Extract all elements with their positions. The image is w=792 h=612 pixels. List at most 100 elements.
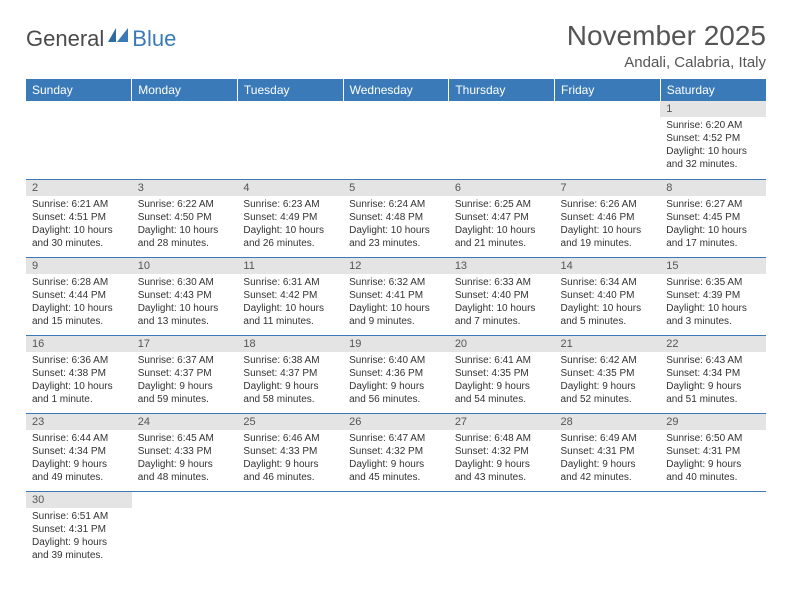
daylight-line: Daylight: 10 hours and 9 minutes. xyxy=(349,302,443,328)
calendar-row: 1Sunrise: 6:20 AMSunset: 4:52 PMDaylight… xyxy=(26,101,766,179)
weekday-header: Monday xyxy=(132,79,238,101)
sunset-line: Sunset: 4:46 PM xyxy=(561,211,655,224)
daylight-line: Daylight: 9 hours and 58 minutes. xyxy=(243,380,337,406)
sunrise-line: Sunrise: 6:23 AM xyxy=(243,198,337,211)
daylight-line: Daylight: 10 hours and 28 minutes. xyxy=(138,224,232,250)
day-number: 8 xyxy=(660,180,766,196)
calendar-cell: 15Sunrise: 6:35 AMSunset: 4:39 PMDayligh… xyxy=(660,257,766,335)
calendar-cell xyxy=(132,491,238,569)
calendar-cell xyxy=(343,101,449,179)
sunrise-line: Sunrise: 6:28 AM xyxy=(32,276,126,289)
sunrise-line: Sunrise: 6:31 AM xyxy=(243,276,337,289)
calendar-cell: 19Sunrise: 6:40 AMSunset: 4:36 PMDayligh… xyxy=(343,335,449,413)
sunset-line: Sunset: 4:48 PM xyxy=(349,211,443,224)
day-number: 11 xyxy=(237,258,343,274)
calendar-cell: 5Sunrise: 6:24 AMSunset: 4:48 PMDaylight… xyxy=(343,179,449,257)
calendar-cell: 9Sunrise: 6:28 AMSunset: 4:44 PMDaylight… xyxy=(26,257,132,335)
day-details: Sunrise: 6:21 AMSunset: 4:51 PMDaylight:… xyxy=(26,196,132,254)
day-details: Sunrise: 6:42 AMSunset: 4:35 PMDaylight:… xyxy=(555,352,661,410)
day-details: Sunrise: 6:47 AMSunset: 4:32 PMDaylight:… xyxy=(343,430,449,488)
day-details: Sunrise: 6:25 AMSunset: 4:47 PMDaylight:… xyxy=(449,196,555,254)
day-number: 2 xyxy=(26,180,132,196)
day-number: 7 xyxy=(555,180,661,196)
calendar-table: SundayMondayTuesdayWednesdayThursdayFrid… xyxy=(26,79,766,569)
sunrise-line: Sunrise: 6:43 AM xyxy=(666,354,760,367)
title-block: November 2025 Andali, Calabria, Italy xyxy=(567,20,766,71)
daylight-line: Daylight: 10 hours and 21 minutes. xyxy=(455,224,549,250)
day-details: Sunrise: 6:22 AMSunset: 4:50 PMDaylight:… xyxy=(132,196,238,254)
sunset-line: Sunset: 4:40 PM xyxy=(455,289,549,302)
calendar-cell: 23Sunrise: 6:44 AMSunset: 4:34 PMDayligh… xyxy=(26,413,132,491)
sunset-line: Sunset: 4:36 PM xyxy=(349,367,443,380)
sunset-line: Sunset: 4:47 PM xyxy=(455,211,549,224)
calendar-cell xyxy=(449,491,555,569)
calendar-cell: 3Sunrise: 6:22 AMSunset: 4:50 PMDaylight… xyxy=(132,179,238,257)
calendar-row: 16Sunrise: 6:36 AMSunset: 4:38 PMDayligh… xyxy=(26,335,766,413)
calendar-cell xyxy=(132,101,238,179)
day-details: Sunrise: 6:27 AMSunset: 4:45 PMDaylight:… xyxy=(660,196,766,254)
day-number: 12 xyxy=(343,258,449,274)
sunrise-line: Sunrise: 6:33 AM xyxy=(455,276,549,289)
calendar-cell: 12Sunrise: 6:32 AMSunset: 4:41 PMDayligh… xyxy=(343,257,449,335)
day-number: 17 xyxy=(132,336,238,352)
daylight-line: Daylight: 9 hours and 59 minutes. xyxy=(138,380,232,406)
sunrise-line: Sunrise: 6:46 AM xyxy=(243,432,337,445)
sunset-line: Sunset: 4:35 PM xyxy=(561,367,655,380)
calendar-cell xyxy=(237,101,343,179)
sunset-line: Sunset: 4:32 PM xyxy=(455,445,549,458)
daylight-line: Daylight: 10 hours and 17 minutes. xyxy=(666,224,760,250)
sunrise-line: Sunrise: 6:36 AM xyxy=(32,354,126,367)
day-number: 4 xyxy=(237,180,343,196)
day-number: 30 xyxy=(26,492,132,508)
sunrise-line: Sunrise: 6:37 AM xyxy=(138,354,232,367)
sunset-line: Sunset: 4:31 PM xyxy=(32,523,126,536)
daylight-line: Daylight: 10 hours and 23 minutes. xyxy=(349,224,443,250)
day-details: Sunrise: 6:33 AMSunset: 4:40 PMDaylight:… xyxy=(449,274,555,332)
day-number: 16 xyxy=(26,336,132,352)
sunrise-line: Sunrise: 6:45 AM xyxy=(138,432,232,445)
calendar-cell: 24Sunrise: 6:45 AMSunset: 4:33 PMDayligh… xyxy=(132,413,238,491)
sunset-line: Sunset: 4:35 PM xyxy=(455,367,549,380)
sunrise-line: Sunrise: 6:30 AM xyxy=(138,276,232,289)
sunset-line: Sunset: 4:38 PM xyxy=(32,367,126,380)
calendar-cell: 26Sunrise: 6:47 AMSunset: 4:32 PMDayligh… xyxy=(343,413,449,491)
calendar-row: 2Sunrise: 6:21 AMSunset: 4:51 PMDaylight… xyxy=(26,179,766,257)
day-details: Sunrise: 6:45 AMSunset: 4:33 PMDaylight:… xyxy=(132,430,238,488)
day-number: 3 xyxy=(132,180,238,196)
calendar-cell: 10Sunrise: 6:30 AMSunset: 4:43 PMDayligh… xyxy=(132,257,238,335)
day-number: 23 xyxy=(26,414,132,430)
sunrise-line: Sunrise: 6:24 AM xyxy=(349,198,443,211)
sunrise-line: Sunrise: 6:42 AM xyxy=(561,354,655,367)
day-number: 10 xyxy=(132,258,238,274)
sunrise-line: Sunrise: 6:21 AM xyxy=(32,198,126,211)
daylight-line: Daylight: 9 hours and 52 minutes. xyxy=(561,380,655,406)
day-details: Sunrise: 6:50 AMSunset: 4:31 PMDaylight:… xyxy=(660,430,766,488)
sunset-line: Sunset: 4:34 PM xyxy=(666,367,760,380)
day-details: Sunrise: 6:35 AMSunset: 4:39 PMDaylight:… xyxy=(660,274,766,332)
day-details: Sunrise: 6:28 AMSunset: 4:44 PMDaylight:… xyxy=(26,274,132,332)
day-details: Sunrise: 6:51 AMSunset: 4:31 PMDaylight:… xyxy=(26,508,132,566)
day-details: Sunrise: 6:41 AMSunset: 4:35 PMDaylight:… xyxy=(449,352,555,410)
calendar-cell: 21Sunrise: 6:42 AMSunset: 4:35 PMDayligh… xyxy=(555,335,661,413)
calendar-cell xyxy=(343,491,449,569)
calendar-cell: 2Sunrise: 6:21 AMSunset: 4:51 PMDaylight… xyxy=(26,179,132,257)
day-number: 13 xyxy=(449,258,555,274)
day-details: Sunrise: 6:40 AMSunset: 4:36 PMDaylight:… xyxy=(343,352,449,410)
daylight-line: Daylight: 10 hours and 1 minute. xyxy=(32,380,126,406)
day-number: 27 xyxy=(449,414,555,430)
day-number: 24 xyxy=(132,414,238,430)
daylight-line: Daylight: 10 hours and 3 minutes. xyxy=(666,302,760,328)
weekday-header: Wednesday xyxy=(343,79,449,101)
day-number: 28 xyxy=(555,414,661,430)
daylight-line: Daylight: 10 hours and 19 minutes. xyxy=(561,224,655,250)
calendar-cell: 30Sunrise: 6:51 AMSunset: 4:31 PMDayligh… xyxy=(26,491,132,569)
calendar-cell: 1Sunrise: 6:20 AMSunset: 4:52 PMDaylight… xyxy=(660,101,766,179)
calendar-cell: 22Sunrise: 6:43 AMSunset: 4:34 PMDayligh… xyxy=(660,335,766,413)
day-number: 15 xyxy=(660,258,766,274)
sunrise-line: Sunrise: 6:51 AM xyxy=(32,510,126,523)
month-title: November 2025 xyxy=(567,20,766,52)
sunset-line: Sunset: 4:44 PM xyxy=(32,289,126,302)
calendar-cell: 28Sunrise: 6:49 AMSunset: 4:31 PMDayligh… xyxy=(555,413,661,491)
sunset-line: Sunset: 4:39 PM xyxy=(666,289,760,302)
sunrise-line: Sunrise: 6:38 AM xyxy=(243,354,337,367)
